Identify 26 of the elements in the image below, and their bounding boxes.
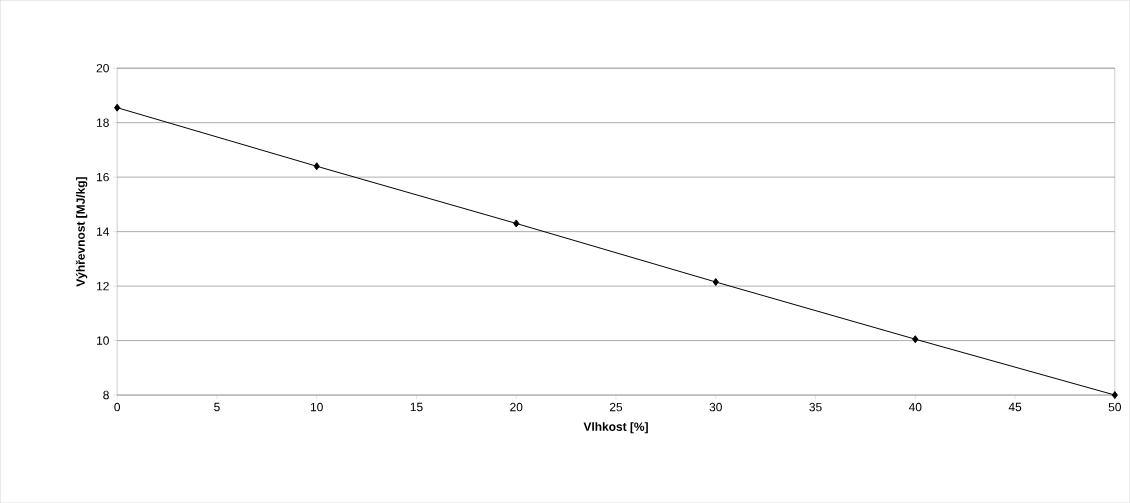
y-tick-label: 10 [97, 336, 109, 345]
x-tick-label: 5 [214, 402, 220, 412]
point [313, 162, 320, 171]
x-tick-label: 0 [114, 402, 121, 412]
point [114, 103, 121, 112]
point [1111, 390, 1118, 399]
point [712, 277, 719, 286]
x-tick-label: 50 [1108, 402, 1121, 412]
y-axis-title: Výhřevnost [MJ/kg] [75, 177, 88, 287]
y-tick-label: 20 [96, 63, 109, 73]
x-tick-label: 20 [510, 402, 523, 412]
x-tick-label: 10 [310, 402, 323, 412]
x-tick-label: 45 [1008, 402, 1022, 412]
x-tick-label: 30 [709, 402, 722, 412]
y-tick-label: 8 [103, 390, 109, 400]
y-tick-label: 14 [97, 227, 110, 236]
x-tick-label: 40 [908, 402, 922, 412]
x-tick-label: 35 [809, 402, 822, 412]
point [912, 335, 919, 344]
x-tick-label: 25 [609, 402, 623, 412]
point [513, 219, 520, 228]
x-tick-label: 15 [410, 402, 423, 412]
y-tick-label: 16 [97, 172, 109, 182]
y-tick-label: 18 [97, 118, 109, 127]
y-tick-label: 12 [97, 281, 109, 291]
x-axis-title: Vlhkost [%] [583, 422, 648, 434]
